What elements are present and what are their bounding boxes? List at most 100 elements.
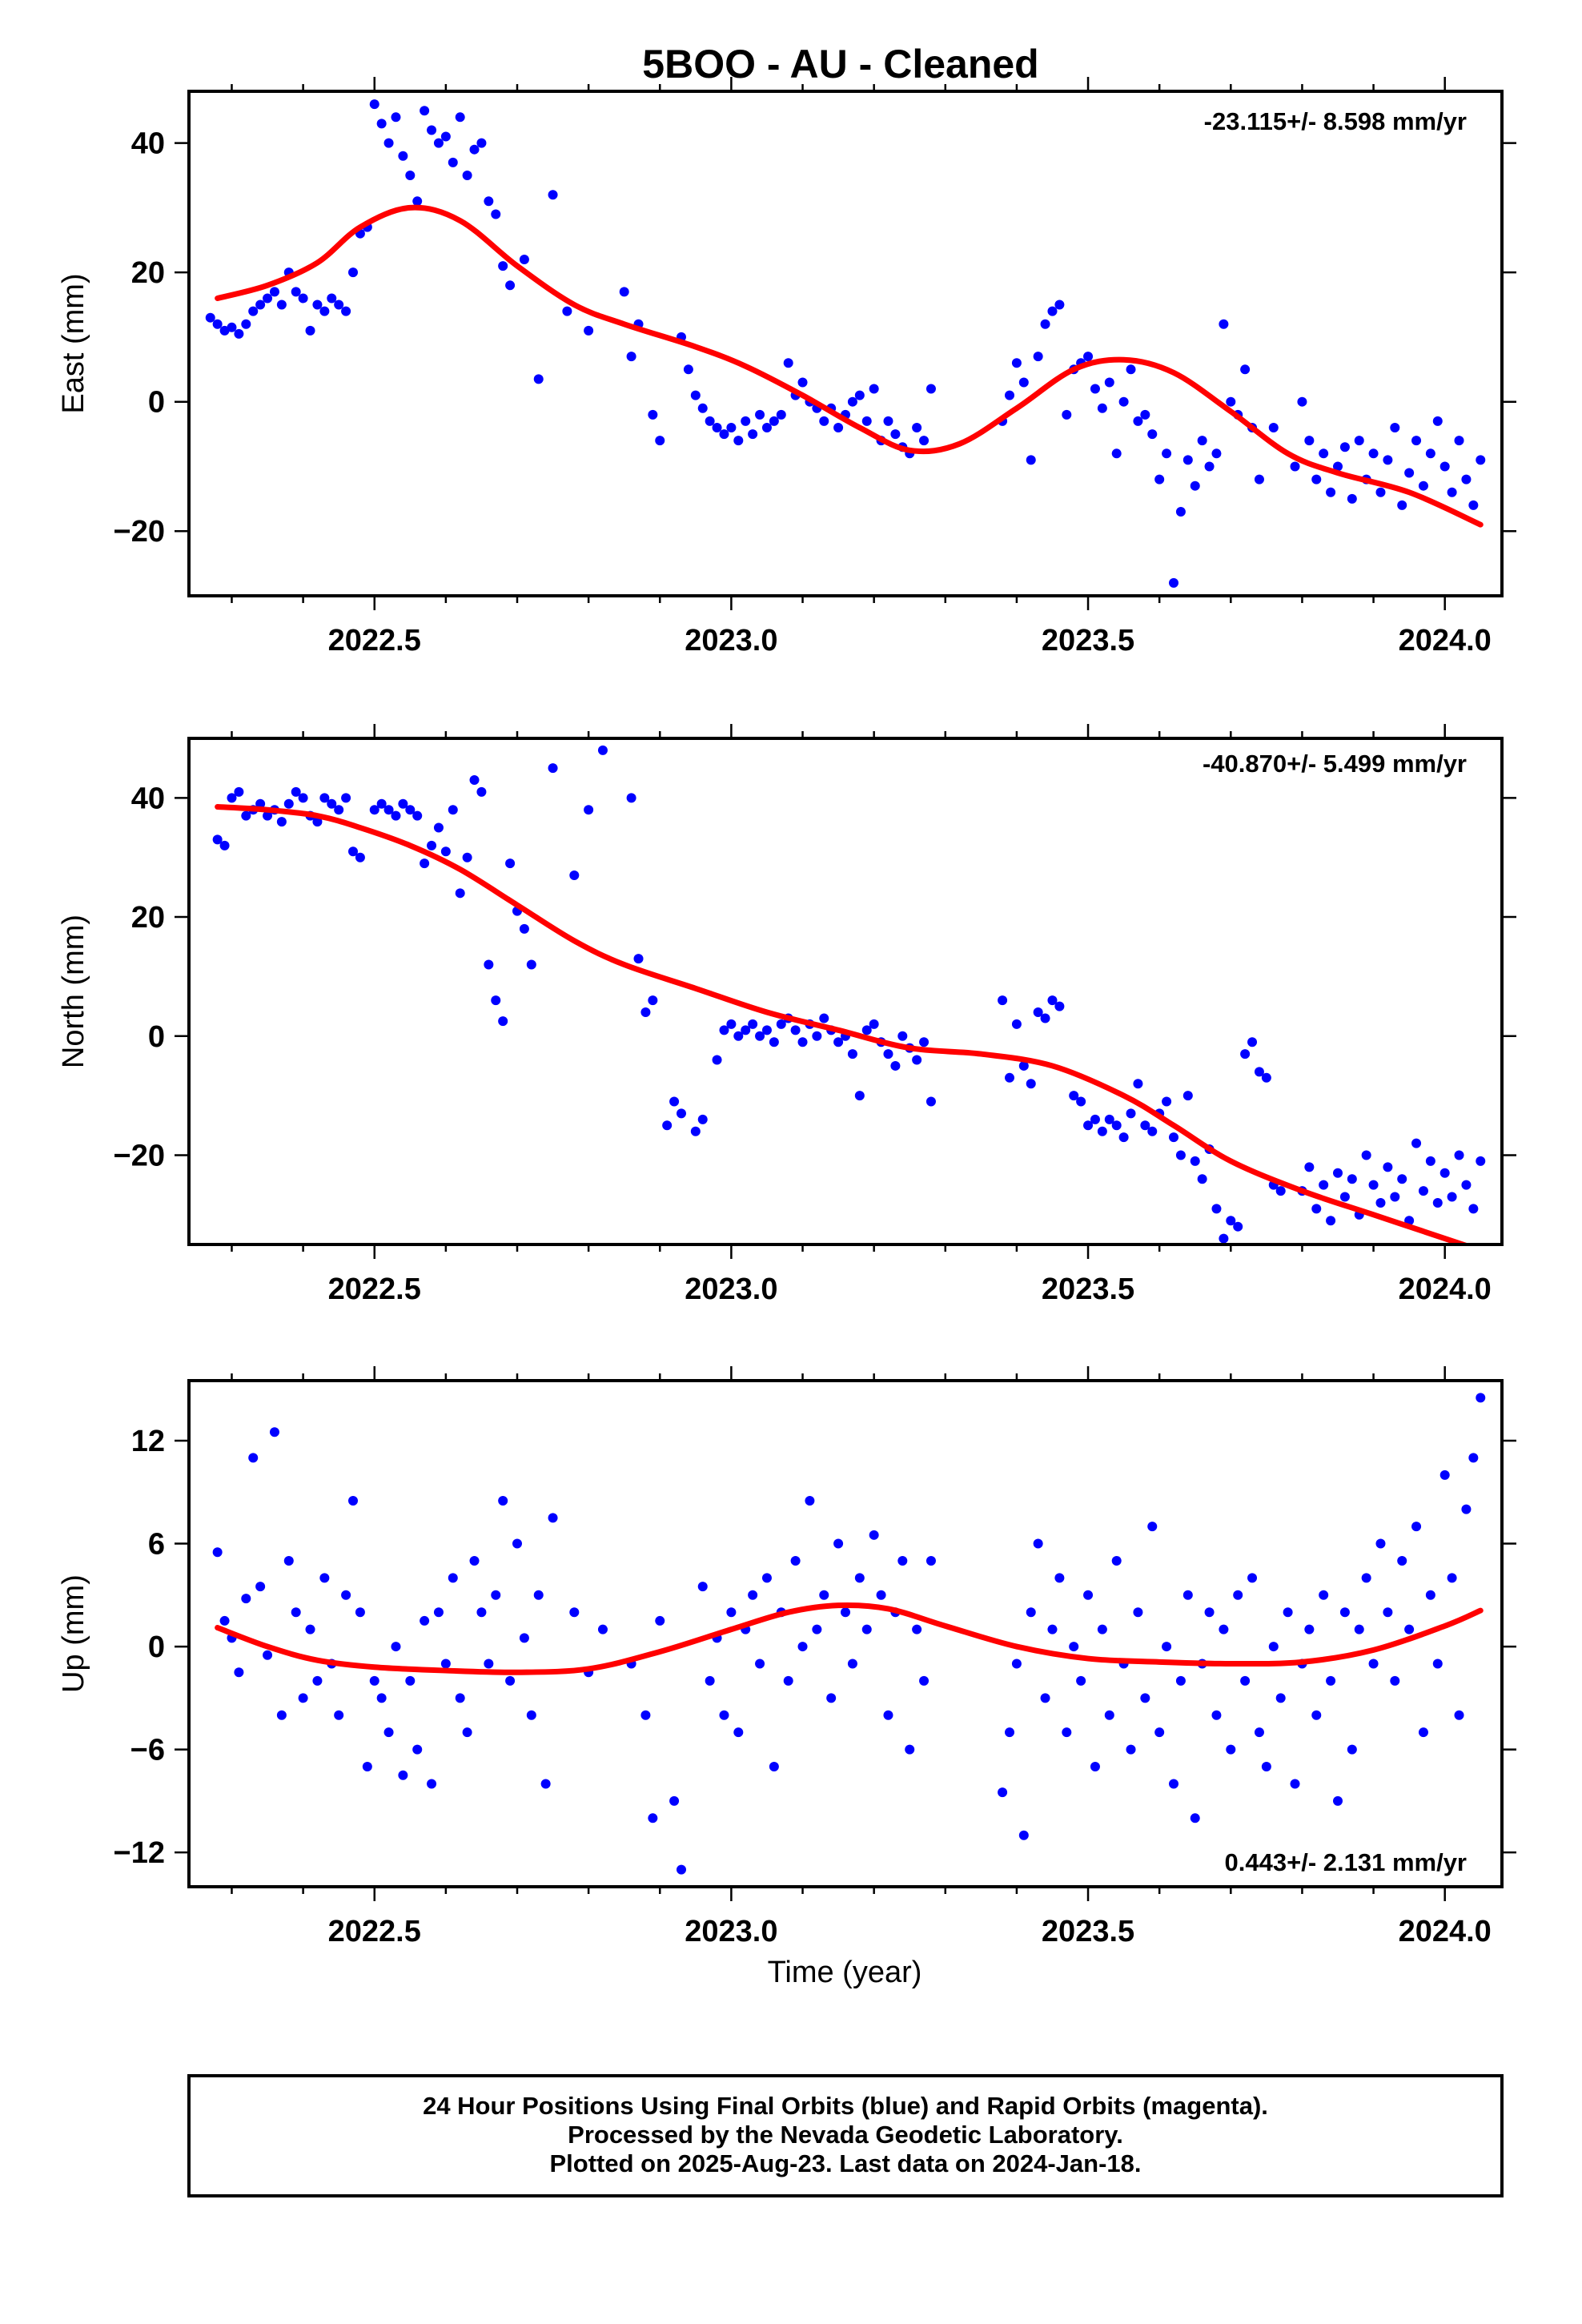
data-point — [533, 374, 544, 384]
x-tick-label: 2024.0 — [1399, 1273, 1492, 1306]
data-point — [327, 293, 337, 304]
data-point — [1118, 396, 1129, 407]
data-point — [398, 151, 408, 161]
data-point — [312, 300, 323, 310]
east-panel: 2022.5 2023.0 2023.5 2024.0 −20 0 20 40 East (mm… — [57, 77, 1516, 657]
data-point — [1461, 1504, 1472, 1514]
data-point — [1461, 474, 1472, 485]
data-point — [1076, 1675, 1086, 1686]
data-point — [234, 786, 244, 797]
data-point — [1219, 319, 1229, 329]
data-point — [1104, 1710, 1114, 1720]
data-point — [861, 416, 872, 426]
data-point — [1211, 1710, 1222, 1720]
data-point — [1040, 1693, 1050, 1703]
data-point — [484, 959, 494, 970]
data-point — [276, 300, 287, 310]
data-point — [1326, 1675, 1336, 1686]
x-tick-label: 2023.5 — [1042, 1273, 1134, 1306]
data-point — [219, 840, 230, 850]
data-point — [1133, 1079, 1143, 1089]
data-point — [1304, 436, 1315, 446]
data-point — [569, 1607, 580, 1618]
data-point — [1040, 1013, 1050, 1023]
y-tick-label: 20 — [131, 256, 165, 290]
x-tick-label: 2023.0 — [685, 1273, 777, 1306]
data-point — [405, 805, 416, 815]
x-tick-label: 2023.5 — [1042, 1915, 1134, 1948]
data-point — [626, 793, 636, 803]
data-point — [1333, 1168, 1343, 1178]
up-fit-curve — [215, 1602, 1484, 1675]
y-tick-label: −12 — [114, 1836, 165, 1870]
north-plot-frame — [187, 737, 1504, 1246]
x-tick-label: 2023.0 — [685, 624, 777, 657]
data-point — [826, 1693, 837, 1703]
data-point — [1090, 1114, 1100, 1124]
data-point — [1368, 1180, 1379, 1190]
data-point — [690, 1126, 701, 1136]
data-point — [427, 1779, 437, 1789]
data-point — [897, 1555, 908, 1566]
data-point — [1005, 1727, 1014, 1738]
data-point — [1190, 480, 1200, 491]
data-point — [748, 429, 758, 440]
data-point — [1175, 1675, 1186, 1686]
data-point — [998, 995, 1008, 1006]
data-point — [312, 817, 323, 827]
data-point — [998, 1787, 1008, 1798]
data-point — [1240, 364, 1251, 375]
data-point — [455, 1693, 465, 1703]
data-point — [462, 852, 472, 862]
data-point — [1339, 442, 1350, 452]
data-point — [640, 1007, 651, 1018]
data-point — [1432, 1197, 1443, 1208]
data-point — [1147, 1522, 1158, 1532]
data-point — [1304, 1624, 1315, 1634]
data-point — [719, 1025, 729, 1035]
data-point — [1390, 423, 1400, 432]
data-point — [841, 1607, 850, 1618]
data-point — [847, 1049, 857, 1059]
data-point — [440, 131, 451, 142]
data-point — [255, 798, 266, 809]
x-tick-label: 2023.5 — [1042, 624, 1134, 657]
data-point — [819, 416, 829, 426]
data-point — [1140, 1693, 1150, 1703]
data-point — [1033, 352, 1043, 362]
data-point — [398, 798, 408, 809]
data-point — [1375, 487, 1386, 497]
data-point — [1425, 448, 1435, 459]
data-point — [741, 416, 751, 426]
data-point — [433, 138, 444, 148]
data-point — [926, 1555, 936, 1566]
data-point — [263, 810, 273, 821]
data-point — [748, 1019, 758, 1029]
data-point — [1361, 1150, 1371, 1160]
data-point — [819, 1013, 829, 1023]
data-point — [212, 319, 223, 329]
footer-box — [187, 2074, 1504, 2197]
data-point — [1226, 1744, 1236, 1755]
data-point — [440, 1659, 451, 1669]
data-point — [1062, 1727, 1072, 1738]
data-point — [1347, 493, 1357, 504]
data-point — [697, 1114, 708, 1124]
y-tick-label: 0 — [148, 1020, 165, 1054]
data-point — [1097, 1126, 1107, 1136]
data-point — [1339, 1192, 1350, 1202]
data-point — [219, 1615, 230, 1626]
data-point — [1097, 1624, 1107, 1634]
data-point — [733, 1727, 744, 1738]
data-point — [348, 846, 358, 857]
data-point — [298, 293, 308, 304]
data-point — [1326, 1216, 1336, 1226]
data-point — [783, 1675, 793, 1686]
data-point — [805, 1495, 815, 1506]
y-tick-label: −20 — [114, 515, 165, 549]
data-point — [726, 1019, 737, 1029]
data-point — [548, 763, 558, 774]
data-point — [655, 436, 665, 446]
data-point — [1083, 352, 1094, 362]
data-point — [427, 840, 437, 850]
